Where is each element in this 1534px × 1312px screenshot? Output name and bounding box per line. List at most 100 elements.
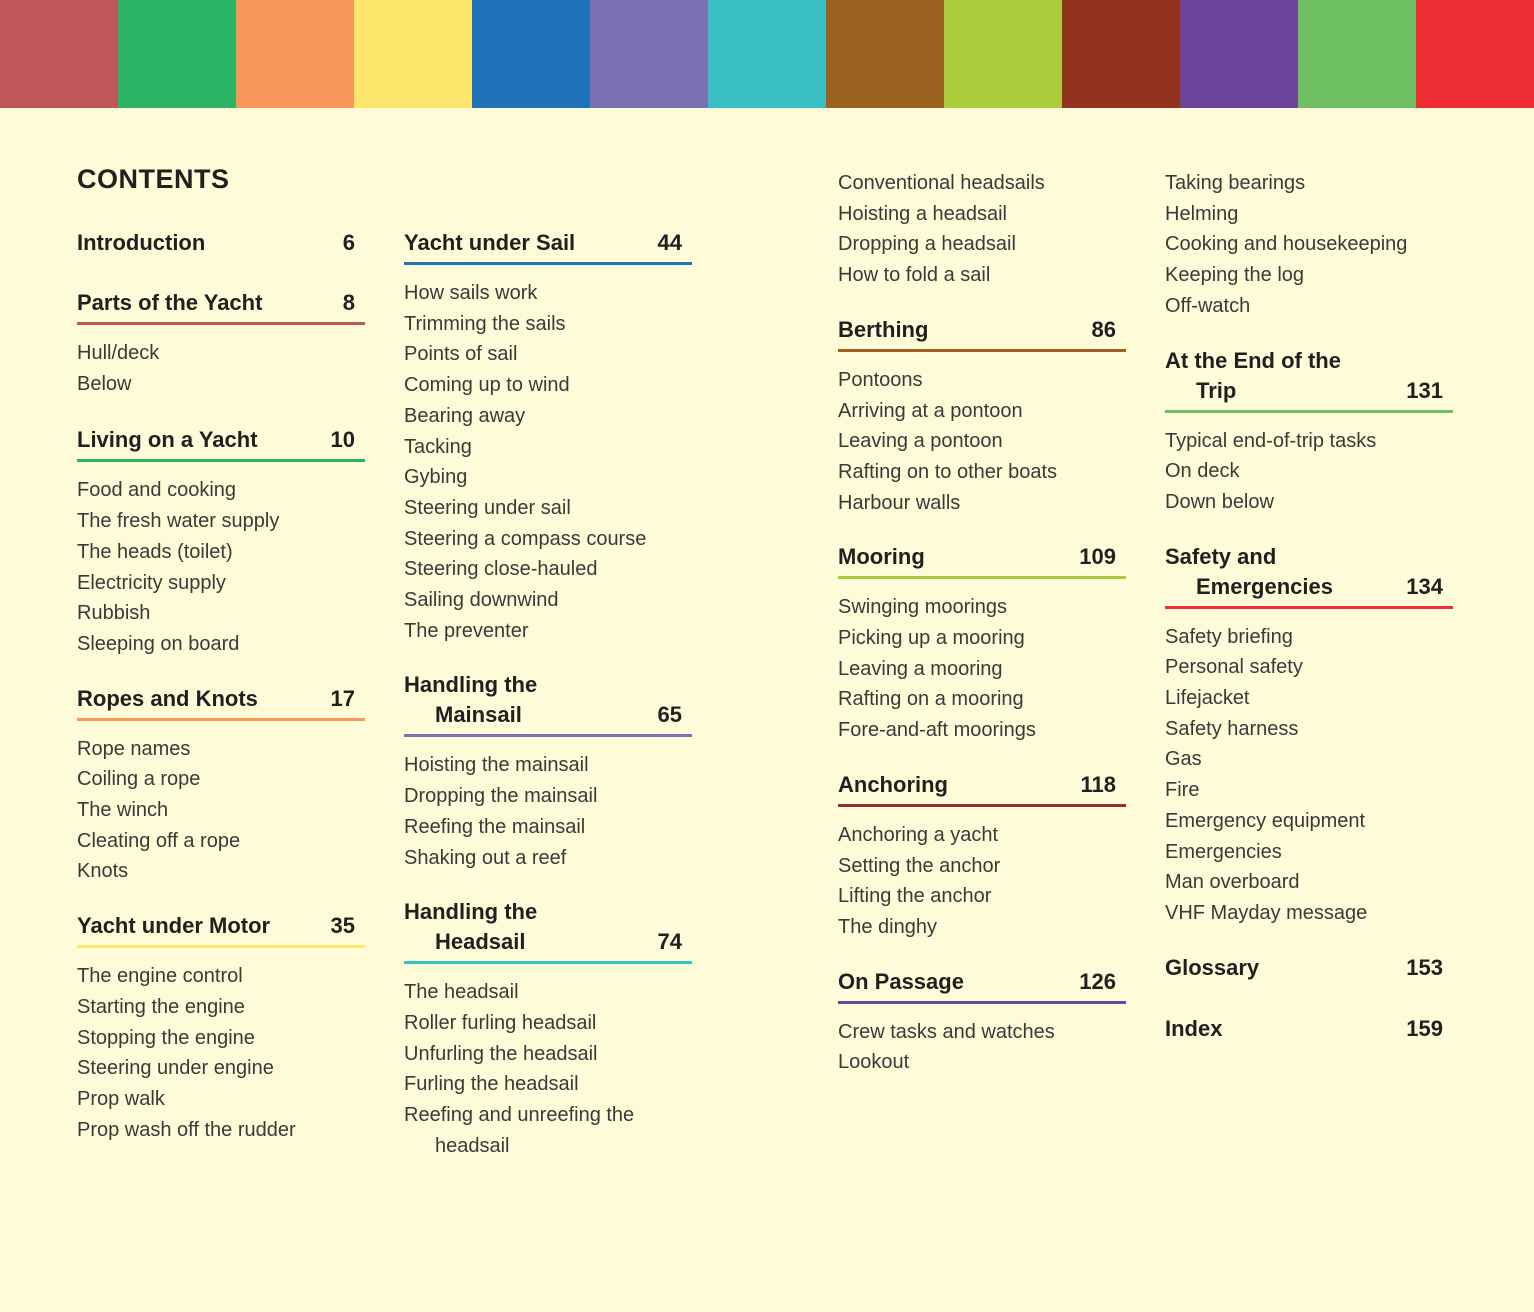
list-item[interactable]: Taking bearings [1165,172,1306,194]
list-item[interactable]: Cooking and housekeeping [1165,233,1408,256]
list-item[interactable]: Food and cooking [77,479,237,502]
list-item[interactable]: Tacking [404,435,472,458]
list-item[interactable]: Bearing away [404,404,526,427]
list-item[interactable]: On deck [1165,460,1240,483]
list-item[interactable]: Anchoring a yacht [838,823,999,846]
list-item[interactable]: Unfurling the headsail [404,1042,598,1065]
column-4: Taking bearings Helming Cooking and hous… [1165,168,1453,1051]
section-heading[interactable]: Glossary 153 [1165,953,1453,990]
list-item[interactable]: Shaking out a reef [404,846,567,869]
list-item[interactable]: Safety harness [1165,717,1299,740]
list-item[interactable]: Hull/deck [77,342,160,364]
list-item[interactable]: Dropping a headsail [838,233,1016,256]
section-yacht-under-sail: Yacht under Sail 44 How sails work Trimm… [404,228,692,646]
section-heading[interactable]: Berthing 86 [838,315,1126,352]
list-item[interactable]: How sails work [404,282,538,304]
list-item[interactable]: Rope names [77,737,191,760]
section-heading[interactable]: Living on a Yacht 10 [77,425,365,463]
list-item[interactable]: Personal safety [1165,656,1303,679]
page-number: 109 [1079,544,1116,570]
list-item[interactable]: Crew tasks and watches [838,1020,1055,1043]
list-item[interactable]: Furling the headsail [404,1073,579,1096]
list-item[interactable]: Cleating off a rope [77,829,241,852]
list-item[interactable]: Steering under engine [77,1057,274,1080]
list-item[interactable]: Leaving a mooring [838,657,1003,680]
list-item[interactable]: Setting the anchor [838,854,1001,877]
list-item[interactable]: The fresh water supply [77,510,280,533]
list-item[interactable]: Electricity supply [77,571,226,594]
section-heading[interactable]: Mooring 109 [838,542,1126,580]
list-item[interactable]: Sleeping on board [77,632,240,655]
list-item[interactable]: Roller furling headsail [404,1011,597,1034]
list-item[interactable]: Gybing [404,466,468,489]
list-item[interactable]: Conventional headsails [838,172,1045,194]
section-heading[interactable]: On Passage 126 [838,967,1126,1004]
list-item[interactable]: Steering under sail [404,496,571,519]
list-item[interactable]: Reefing the mainsail [404,815,586,838]
list-item[interactable]: Sailing downwind [404,589,559,612]
list-item[interactable]: Coming up to wind [404,374,570,397]
list-item[interactable]: Harbour walls [838,491,961,514]
list-item[interactable]: Lifejacket [1165,687,1250,710]
list-item[interactable]: Below [77,372,132,395]
list-item[interactable]: The dinghy [838,915,937,938]
color-swatch-13 [1416,0,1534,108]
list-item[interactable]: Rafting on a mooring [838,688,1024,711]
section-items: Swinging moorings Picking up a mooring L… [838,592,1126,746]
list-item[interactable]: Picking up a mooring [838,627,1025,650]
list-item[interactable]: Leaving a pontoon [838,430,1003,453]
list-item[interactable]: Hoisting a headsail [838,202,1007,225]
list-item[interactable]: Arriving at a pontoon [838,399,1023,422]
list-item[interactable]: The winch [77,799,169,822]
list-item[interactable]: Pontoons [838,368,923,391]
list-item[interactable]: Hoisting the mainsail [404,754,589,777]
list-item[interactable]: Emergencies [1165,840,1282,863]
list-item[interactable]: Steering close-hauled [404,558,598,581]
list-item[interactable]: Fire [1165,779,1200,802]
section-heading[interactable]: At the End of the Trip 131 [1165,346,1453,413]
list-item[interactable]: Safety briefing [1165,625,1293,648]
list-item[interactable]: Fore-and-aft moorings [838,719,1036,742]
section-heading[interactable]: Parts of the Yacht 8 [77,288,365,325]
list-item[interactable]: Trimming the sails [404,312,566,335]
section-heading[interactable]: Index 159 [1165,1014,1453,1051]
list-item[interactable]: Rafting on to other boats [838,460,1058,483]
list-item[interactable]: Starting the engine [77,995,245,1018]
list-item[interactable]: Lifting the anchor [838,885,992,908]
list-item[interactable]: Steering a compass course [404,527,647,550]
list-item[interactable]: Man overboard [1165,871,1300,894]
list-item[interactable]: Dropping the mainsail [404,785,598,808]
section-heading[interactable]: Handling the Mainsail 65 [404,670,692,738]
color-swatch-5 [472,0,590,108]
section-heading[interactable]: Yacht under Motor 35 [77,911,365,949]
list-item[interactable]: The heads (toilet) [77,540,233,563]
list-item[interactable]: Prop walk [77,1087,165,1110]
list-item[interactable]: How to fold a sail [838,264,991,287]
list-item[interactable]: The engine control [77,965,243,988]
list-item[interactable]: VHF Mayday message [1165,901,1368,924]
section-heading[interactable]: Ropes and Knots 17 [77,684,365,721]
list-item[interactable]: The preventer [404,619,529,642]
list-item[interactable]: Typical end-of-trip tasks [1165,429,1377,452]
list-item[interactable]: Keeping the log [1165,264,1305,287]
list-item[interactable]: Knots [77,860,129,883]
list-item[interactable]: Rubbish [77,602,151,625]
list-item[interactable]: Coiling a rope [77,768,201,791]
list-item[interactable]: The headsail [404,981,519,1004]
list-item[interactable]: Off-watch [1165,294,1251,317]
list-item[interactable]: Prop wash off the rudder [77,1118,296,1141]
list-item[interactable]: Gas [1165,748,1202,771]
section-heading[interactable]: Introduction 6 [77,228,365,265]
list-item[interactable]: Emergency equipment [1165,809,1366,832]
section-heading[interactable]: Safety and Emergencies 134 [1165,542,1453,609]
section-heading[interactable]: Handling the Headsail 74 [404,897,692,965]
section-heading[interactable]: Anchoring 118 [838,770,1126,807]
list-item[interactable]: Reefing and unreefing the headsail [404,1100,692,1161]
list-item[interactable]: Swinging moorings [838,596,1007,619]
list-item[interactable]: Down below [1165,490,1274,513]
list-item[interactable]: Points of sail [404,343,518,366]
list-item[interactable]: Lookout [838,1051,910,1074]
list-item[interactable]: Helming [1165,202,1239,225]
section-heading[interactable]: Yacht under Sail 44 [404,228,692,265]
list-item[interactable]: Stopping the engine [77,1026,255,1049]
